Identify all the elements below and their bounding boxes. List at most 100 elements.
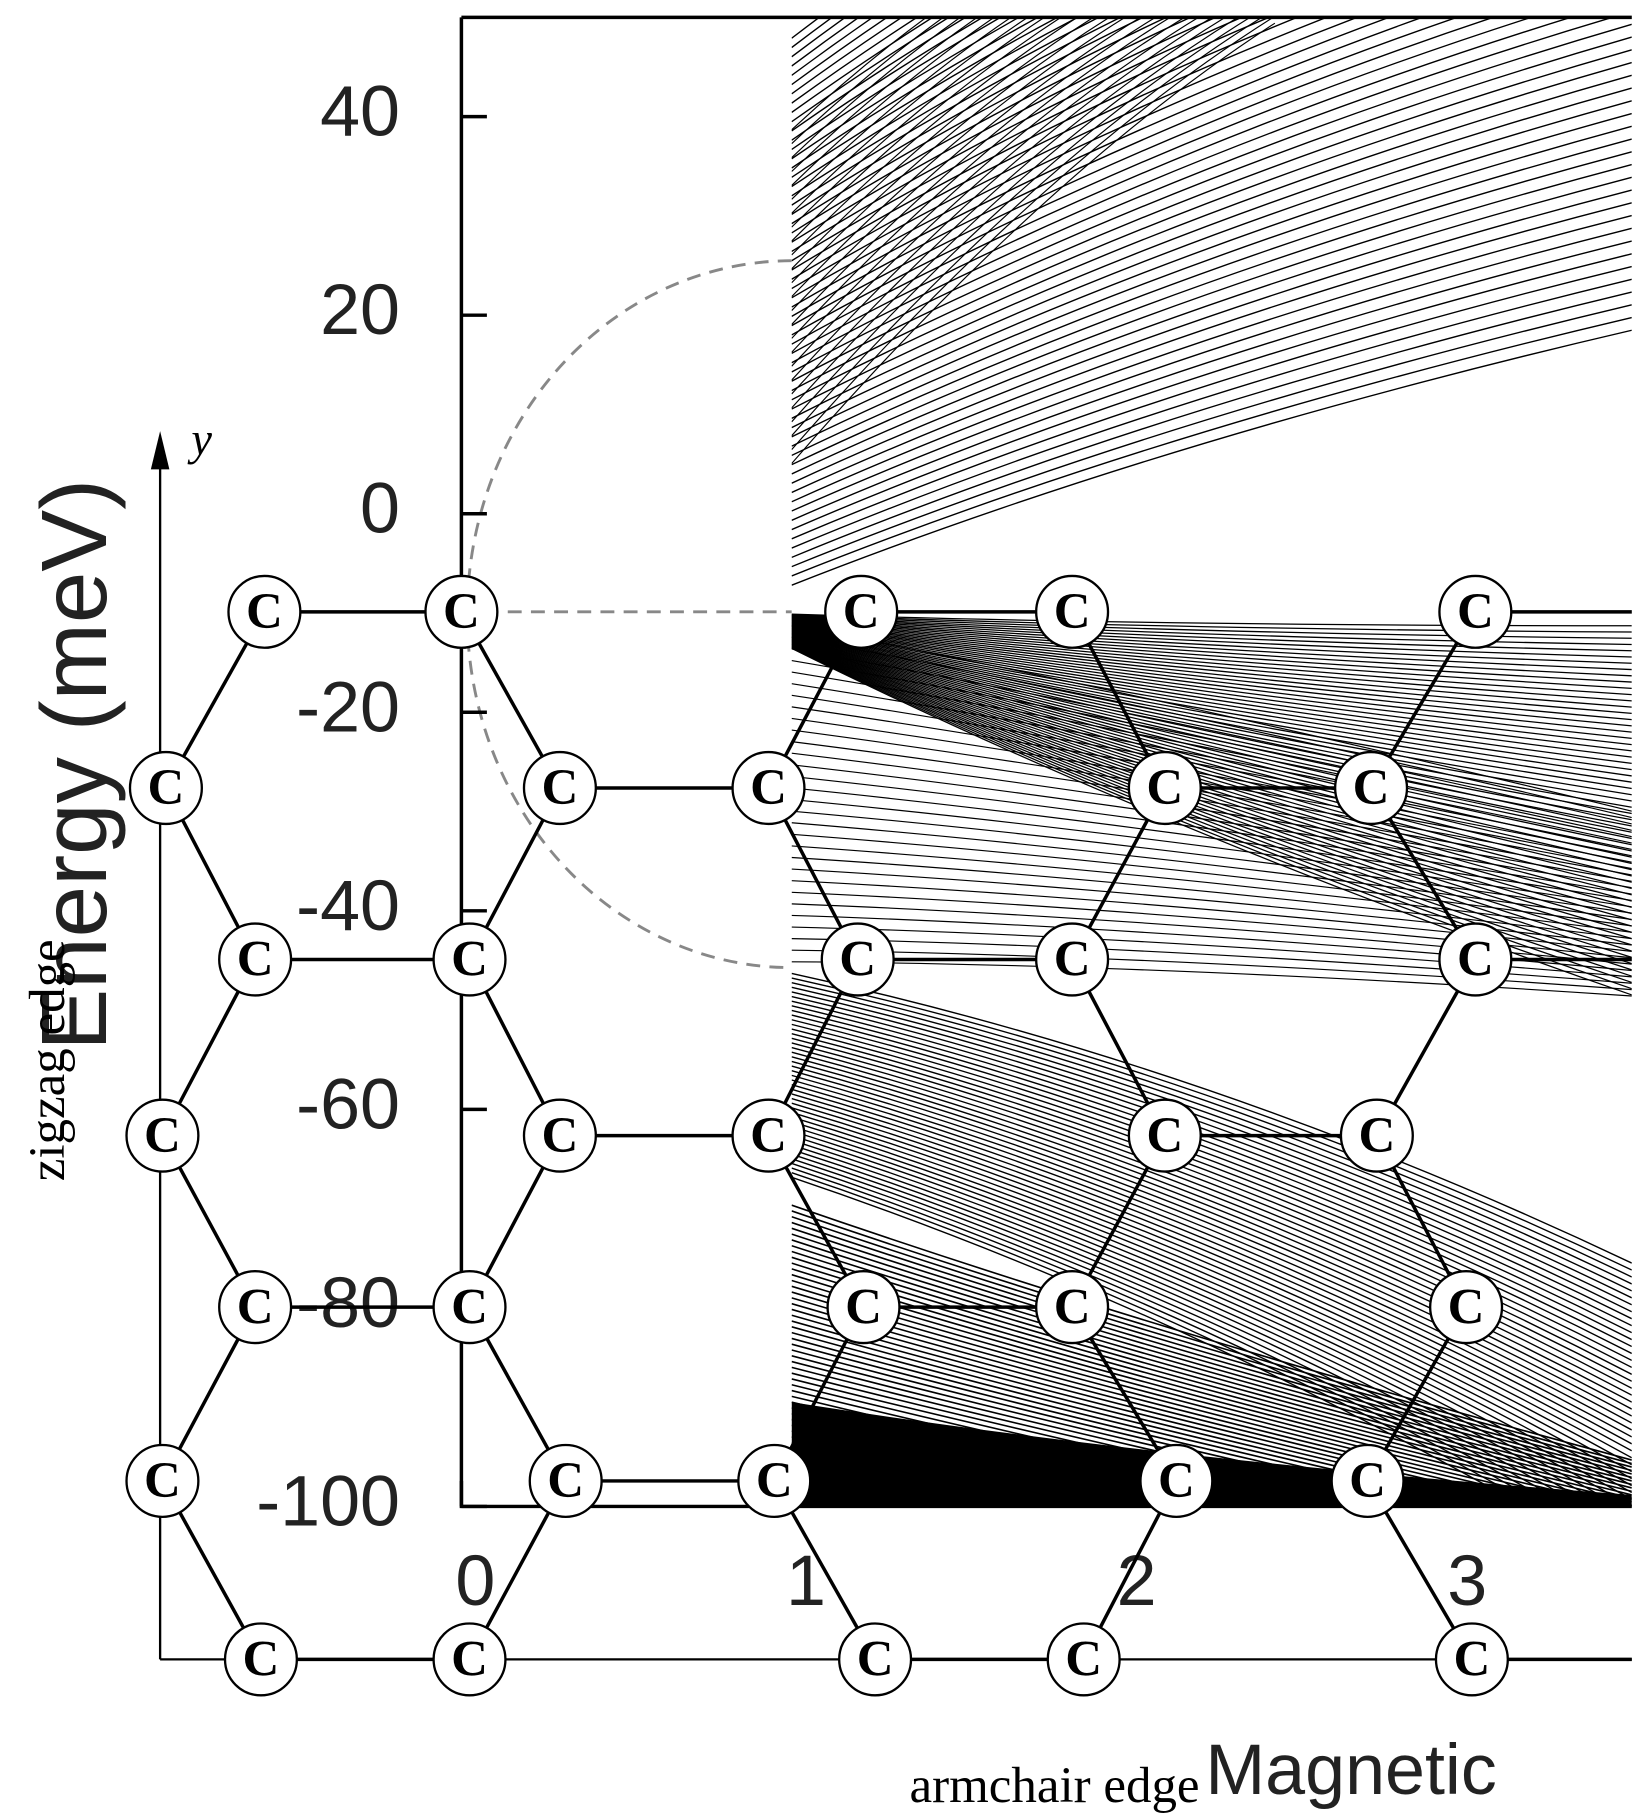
atom-label: C [541, 1108, 578, 1164]
spectrum-line [791, 622, 1632, 727]
spectrum-line [791, 1019, 1632, 1334]
spectrum-line [791, 615, 1632, 652]
spectrum-line [791, 1005, 1632, 1313]
atom-label: C [756, 1453, 793, 1509]
atom-label: C [1457, 584, 1494, 640]
spectrum-line [791, 17, 985, 141]
spectrum-line [791, 615, 1632, 646]
spectrum-line [791, 1111, 1632, 1473]
atom [1438, 922, 1513, 997]
spectrum-line [791, 822, 1632, 921]
atom [223, 1622, 299, 1697]
atom [424, 574, 499, 649]
spectrum-line [791, 17, 1263, 437]
spectrum-line [791, 635, 1632, 865]
spectrum-line [791, 632, 1632, 833]
y-tick-label: -40 [296, 866, 400, 946]
spectrum-line [791, 17, 1040, 169]
spectrum-line [791, 623, 1632, 733]
atom-label: C [857, 1632, 894, 1688]
spectrum-line [791, 634, 1632, 858]
atom [1429, 1270, 1504, 1345]
spectrum-line [791, 1074, 1632, 1417]
spectrum-line [791, 17, 1111, 284]
spectrum-line [791, 17, 1534, 336]
atom-label: C [246, 584, 283, 640]
atom [125, 1443, 200, 1519]
spectrum-lines [791, 17, 1632, 1507]
spectrum-line [791, 1116, 1632, 1480]
spectrum-line [791, 729, 1632, 870]
spectrum-line [791, 636, 1632, 819]
spectrum-line [791, 112, 1632, 429]
atom-label: C [547, 1453, 584, 1509]
spectrum-line [791, 1014, 1632, 1327]
spectrum-line [791, 17, 1275, 450]
spectrum-line [791, 36, 1632, 373]
spectrum-line [791, 659, 1632, 831]
x-tick-label: 1 [786, 1541, 826, 1621]
spectrum-line [791, 618, 1632, 677]
spectrum-line [791, 633, 1632, 840]
atom-label: C [1054, 1279, 1091, 1335]
atom [1339, 1098, 1414, 1173]
spectrum-line [791, 1210, 1632, 1465]
atom [1139, 1443, 1214, 1519]
spectrum-line [791, 1000, 1632, 1306]
spectrum-line [791, 1343, 1464, 1507]
atom-label: C [1457, 932, 1494, 988]
spectrum-line [791, 1079, 1632, 1424]
spectrum-line [791, 17, 1142, 311]
atom [1035, 922, 1110, 997]
spectrum-line [791, 1130, 1632, 1501]
atom [1035, 1270, 1110, 1345]
spectrum-line [791, 626, 1632, 765]
spectrum-line [791, 977, 1632, 1271]
atom [1127, 1098, 1202, 1173]
spectrum-line [791, 17, 934, 113]
atom-label: C [541, 760, 578, 816]
spectrum-line [791, 1093, 1632, 1445]
atom [432, 1270, 507, 1345]
spectrum-line [791, 1065, 1632, 1403]
spectrum-line [791, 17, 1193, 234]
spectrum-line [791, 1488, 889, 1507]
spectrum-line [791, 17, 996, 186]
atom-label: C [1353, 760, 1390, 816]
spectrum-line [791, 1056, 1632, 1389]
y-tick-label: 20 [320, 270, 400, 350]
spectrum-line [791, 17, 979, 172]
spectrum-line [791, 240, 1632, 521]
axis-arrow [150, 431, 170, 470]
spectrum-line [791, 17, 1012, 200]
spectrum-line [791, 1291, 1611, 1507]
atom [1434, 1622, 1509, 1697]
spectrum-line [791, 17, 1615, 355]
atom-label: C [1065, 1632, 1102, 1688]
y-axis-label: Energy (meV) [22, 479, 126, 1051]
spectrum-line [791, 1227, 1632, 1475]
spectrum-line [791, 304, 1632, 568]
spectrum-line [791, 621, 1632, 708]
atom-label: C [750, 760, 787, 816]
spectrum-line [791, 626, 1632, 771]
zigzag-label: zigzag edge [20, 939, 76, 1181]
spectrum-line [791, 991, 1632, 1292]
spectrum-line [791, 621, 1632, 714]
atom [432, 922, 507, 997]
spectrum-line [791, 329, 1632, 586]
spectrum-line [791, 625, 1632, 812]
atom [218, 1270, 293, 1345]
spectrum-line [791, 1107, 1632, 1466]
spectrum-line [791, 1204, 1632, 1461]
spectrum-line [791, 17, 1095, 270]
atom-label: C [845, 1279, 882, 1335]
atom [731, 1098, 806, 1173]
atom-label: C [451, 932, 488, 988]
spectrum-line [791, 1102, 1632, 1459]
spectrum-line [791, 17, 1299, 271]
spectrum-line [791, 622, 1632, 721]
spectrum-line [791, 61, 1632, 392]
spectrum-line [791, 1037, 1632, 1362]
spectrum-line [791, 17, 962, 159]
